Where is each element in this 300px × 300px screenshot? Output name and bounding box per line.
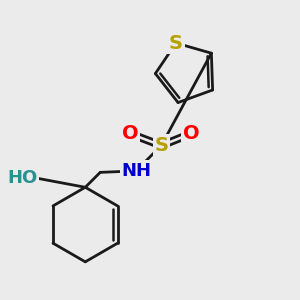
Text: O: O <box>122 124 138 143</box>
Text: NH: NH <box>121 162 151 180</box>
Text: HO: HO <box>7 169 38 187</box>
Text: O: O <box>183 124 200 143</box>
Text: S: S <box>154 136 168 155</box>
Text: S: S <box>169 34 183 52</box>
